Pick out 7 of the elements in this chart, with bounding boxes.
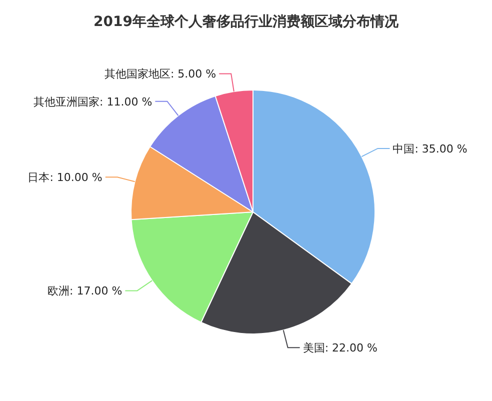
slice-label: 其他国家地区: 5.00 % xyxy=(104,68,216,81)
slice-label: 欧洲: 17.00 % xyxy=(48,284,122,298)
slice-label: 日本: 10.00 % xyxy=(28,171,102,184)
chart-title: 2019年全球个人奢侈品行业消费额区域分布情况 xyxy=(94,13,400,30)
slice-label: 中国: 35.00 % xyxy=(392,142,468,156)
slice-label: 其他亚洲国家: 11.00 % xyxy=(34,95,152,108)
slice-label: 美国: 22.00 % xyxy=(302,342,378,355)
